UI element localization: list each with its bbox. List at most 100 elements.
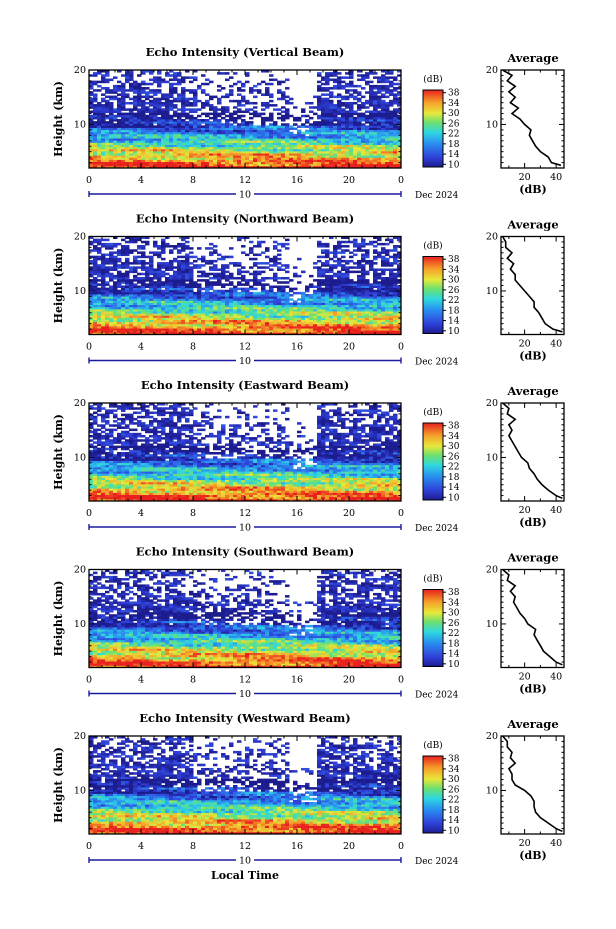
heatmap-cell — [157, 116, 162, 120]
heatmap-cell — [97, 80, 102, 84]
heatmap-cell — [221, 146, 226, 150]
heatmap-cell — [161, 104, 166, 107]
heatmap-cell — [169, 283, 174, 286]
heatmap-cell — [365, 125, 370, 128]
heatmap-cell — [177, 272, 182, 276]
heatmap-cell — [305, 163, 310, 167]
heatmap-cell — [373, 133, 378, 137]
heatmap-cell — [133, 283, 138, 286]
heatmap-cell — [265, 138, 270, 141]
heatmap-cell — [145, 291, 150, 295]
heatmap-cell — [337, 72, 342, 75]
heatmap-cell — [357, 112, 362, 116]
heatmap-cell — [197, 140, 202, 143]
heatmap-cell — [229, 302, 234, 306]
heatmap-cell — [221, 125, 226, 128]
heatmap-cell — [153, 93, 158, 96]
heatmap-cell — [261, 157, 266, 160]
heatmap-cell — [129, 249, 134, 252]
heatmap-cell — [205, 82, 210, 86]
heatmap-cell — [137, 150, 142, 154]
heatmap-cell — [273, 148, 278, 152]
heatmap-cell — [185, 136, 190, 139]
heatmap-cell — [289, 315, 294, 318]
heatmap-cell — [161, 159, 166, 163]
heatmap-cell — [205, 104, 210, 107]
heatmap-cell — [121, 155, 126, 158]
heatmap-cell — [329, 313, 334, 316]
heatmap-cell — [133, 155, 138, 158]
heatmap-cell — [161, 242, 166, 246]
heatmap-cell — [193, 330, 198, 333]
heatmap-cell — [277, 300, 282, 303]
heatmap-cell — [193, 157, 198, 160]
heatmap-cell — [261, 266, 266, 269]
heatmap-cell — [249, 321, 254, 325]
heatmap-cell — [169, 262, 174, 265]
heatmap-cell — [389, 131, 394, 135]
heatmap-cell — [137, 121, 142, 124]
heatmap-cell — [325, 294, 330, 297]
heatmap-cell — [157, 325, 162, 329]
heatmap-cell — [241, 150, 246, 154]
heatmap-cell — [161, 274, 166, 278]
heatmap-cell — [93, 285, 98, 289]
heatmap-cell — [253, 150, 258, 154]
heatmap-cell — [313, 328, 318, 331]
heatmap-cell — [205, 136, 210, 139]
heatmap-cell — [237, 304, 242, 308]
heatmap-cell — [201, 127, 206, 131]
heatmap-cell — [133, 279, 138, 282]
heatmap-cell — [345, 268, 350, 271]
heatmap-cell — [309, 153, 314, 156]
heatmap-cell — [257, 89, 262, 92]
heatmap-cell — [209, 296, 214, 299]
heatmap-cell — [109, 306, 114, 310]
heatmap-cell — [321, 144, 326, 148]
heatmap-cell — [129, 136, 134, 139]
heatmap-cell — [301, 133, 306, 137]
heatmap-cell — [169, 95, 174, 99]
heatmap-cell — [141, 264, 146, 267]
heatmap-cell — [125, 131, 130, 135]
heatmap-cell — [145, 266, 150, 269]
heatmap-cell — [145, 157, 150, 160]
heatmap-cell — [253, 148, 258, 152]
heatmap-cell — [373, 76, 378, 79]
heatmap-cell — [325, 123, 330, 126]
heatmap-cell — [173, 136, 178, 139]
heatmap-cell — [181, 304, 186, 308]
heatmap-cell — [281, 242, 286, 246]
heatmap-cell — [389, 119, 394, 122]
heatmap-cell — [273, 321, 278, 325]
heatmap-cell — [97, 144, 102, 148]
heatmap-cell — [289, 97, 294, 101]
heatmap-cell — [349, 121, 354, 124]
heatmap-cell — [337, 279, 342, 282]
heatmap-cell — [377, 123, 382, 126]
heatmap-cell — [357, 70, 362, 73]
heatmap-cell — [253, 157, 258, 160]
heatmap-cell — [213, 121, 218, 124]
heatmap-cell — [173, 123, 178, 126]
heatmap-cell — [337, 153, 342, 156]
heatmap-cell — [253, 95, 258, 99]
heatmap-cell — [193, 308, 198, 312]
heatmap-cell — [113, 323, 118, 327]
heatmap-cell — [209, 317, 214, 320]
heatmap-cell — [257, 266, 262, 269]
heatmap-cell — [293, 313, 298, 316]
heatmap-cell — [389, 93, 394, 96]
heatmap-cell — [313, 129, 318, 133]
heatmap-cell — [177, 125, 182, 128]
heatmap-cell — [341, 95, 346, 99]
heatmap-cell — [345, 296, 350, 299]
heatmap-cell — [313, 300, 318, 303]
heatmap-cell — [145, 268, 150, 271]
heatmap-cell — [325, 155, 330, 158]
heatmap-cell — [353, 89, 358, 92]
heatmap-cell — [169, 281, 174, 284]
heatmap-cell — [269, 153, 274, 156]
heatmap-cell — [321, 249, 326, 252]
heatmap-cell — [325, 330, 330, 333]
